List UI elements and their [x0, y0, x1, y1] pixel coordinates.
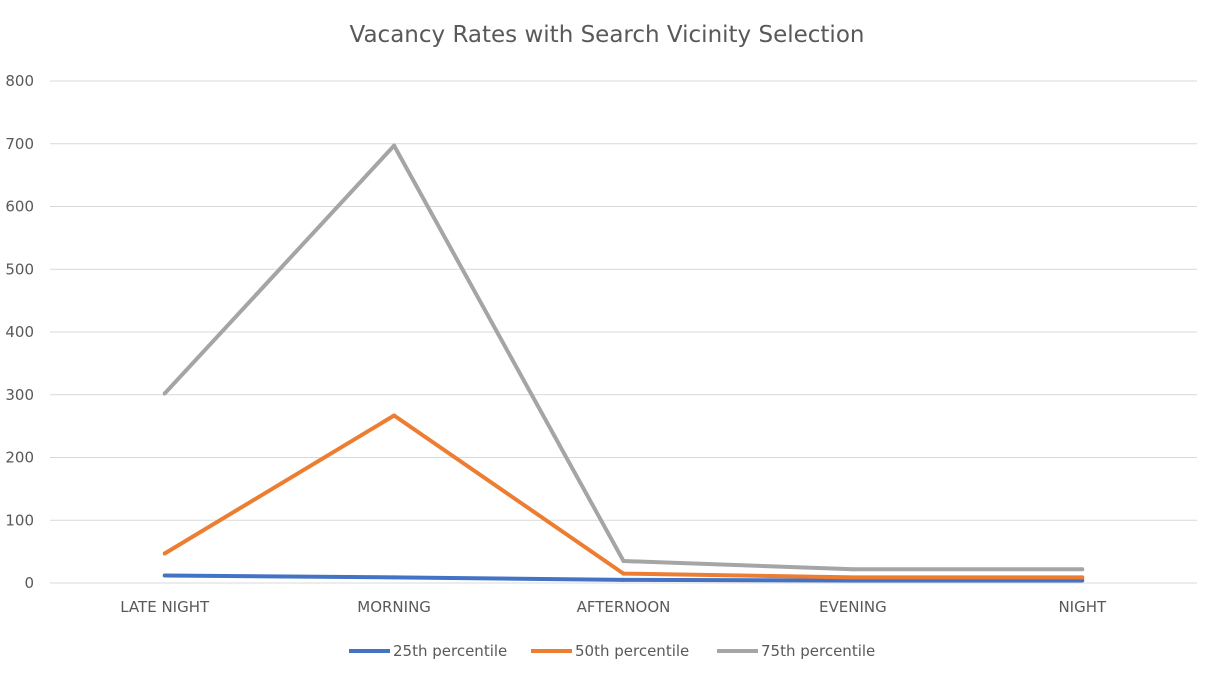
data-point	[621, 571, 626, 576]
x-tick-label: AFTERNOON	[577, 598, 671, 616]
legend-label: 75th percentile	[761, 642, 875, 660]
y-tick-label: 400	[5, 323, 34, 341]
gridlines	[50, 80, 1197, 584]
x-tick-label: NIGHT	[1058, 598, 1107, 616]
data-point	[392, 575, 397, 580]
legend-label: 50th percentile	[575, 642, 689, 660]
data-point	[1080, 575, 1085, 580]
data-point	[1080, 567, 1085, 572]
y-axis-tick-labels: 0 100 200 300 400 500 600 700 800	[5, 72, 34, 592]
series-line-2	[163, 413, 1083, 580]
legend: 25th percentile 50th percentile 75th perce…	[349, 642, 875, 660]
y-tick-label: 200	[5, 449, 34, 467]
data-point	[162, 551, 167, 556]
data-point	[850, 575, 855, 580]
y-tick-label: 700	[5, 135, 34, 153]
data-point	[621, 577, 626, 582]
data-point	[621, 559, 626, 564]
y-tick-label: 0	[24, 574, 34, 592]
y-tick-label: 600	[5, 198, 34, 216]
data-point	[162, 573, 167, 578]
series-lines	[162, 143, 1085, 583]
series-line-3	[163, 143, 1083, 572]
x-tick-label: EVENING	[819, 598, 887, 616]
data-point	[850, 578, 855, 583]
data-point	[850, 567, 855, 572]
x-tick-label: MORNING	[357, 598, 431, 616]
x-axis-tick-labels: LATE NIGHT MORNING AFTERNOON EVENING NIGHT	[120, 598, 1107, 616]
chart-title: Vacancy Rates with Search Vicinity Selec…	[350, 22, 865, 48]
data-point	[392, 413, 397, 418]
data-point	[392, 143, 397, 148]
legend-label: 25th percentile	[393, 642, 507, 660]
data-point	[1080, 578, 1085, 583]
x-tick-label: LATE NIGHT	[120, 598, 210, 616]
data-point	[162, 391, 167, 396]
y-tick-label: 800	[5, 72, 34, 90]
y-tick-label: 300	[5, 386, 34, 404]
y-tick-label: 500	[5, 260, 34, 278]
y-tick-label: 100	[5, 511, 34, 529]
